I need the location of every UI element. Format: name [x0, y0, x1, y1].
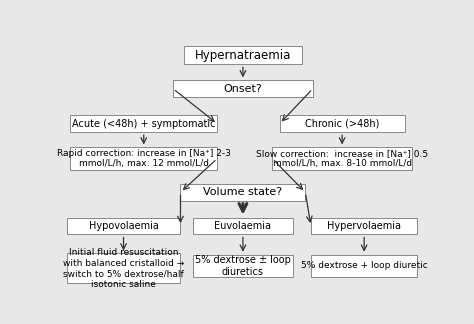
FancyBboxPatch shape [311, 255, 418, 277]
Text: 5% dextrose ± loop
diuretics: 5% dextrose ± loop diuretics [195, 255, 291, 277]
FancyBboxPatch shape [311, 217, 418, 235]
FancyBboxPatch shape [70, 115, 217, 132]
FancyBboxPatch shape [66, 217, 181, 235]
Text: Onset?: Onset? [224, 84, 262, 94]
Text: Acute (<48h) + symptomatic: Acute (<48h) + symptomatic [72, 119, 216, 129]
FancyBboxPatch shape [70, 147, 217, 170]
FancyBboxPatch shape [193, 255, 292, 277]
Text: Chronic (>48h): Chronic (>48h) [305, 119, 379, 129]
FancyBboxPatch shape [173, 80, 313, 97]
Text: Slow correction:  increase in [Na⁺] 0.5
mmol/L/h, max. 8-10 mmol/L/d: Slow correction: increase in [Na⁺] 0.5 m… [256, 149, 428, 168]
Text: Volume state?: Volume state? [203, 187, 283, 197]
FancyBboxPatch shape [280, 115, 405, 132]
Text: Euvolaemia: Euvolaemia [214, 221, 272, 231]
Text: Rapid correction: increase in [Na⁺] 2-3
mmol/L/h, max. 12 mmol/L/d: Rapid correction: increase in [Na⁺] 2-3 … [57, 149, 231, 168]
Text: Initial fluid resuscitation
with balanced cristalloid →
switch to 5% dextrose/ha: Initial fluid resuscitation with balance… [63, 248, 184, 288]
FancyBboxPatch shape [272, 147, 412, 170]
Text: 5% dextrose + loop diuretic: 5% dextrose + loop diuretic [301, 261, 428, 271]
FancyBboxPatch shape [184, 46, 301, 64]
FancyBboxPatch shape [181, 184, 305, 201]
FancyBboxPatch shape [66, 253, 181, 284]
Text: Hypernatraemia: Hypernatraemia [195, 49, 291, 62]
Text: Hypovolaemia: Hypovolaemia [89, 221, 158, 231]
FancyBboxPatch shape [193, 217, 292, 235]
Text: Hypervolaemia: Hypervolaemia [327, 221, 401, 231]
